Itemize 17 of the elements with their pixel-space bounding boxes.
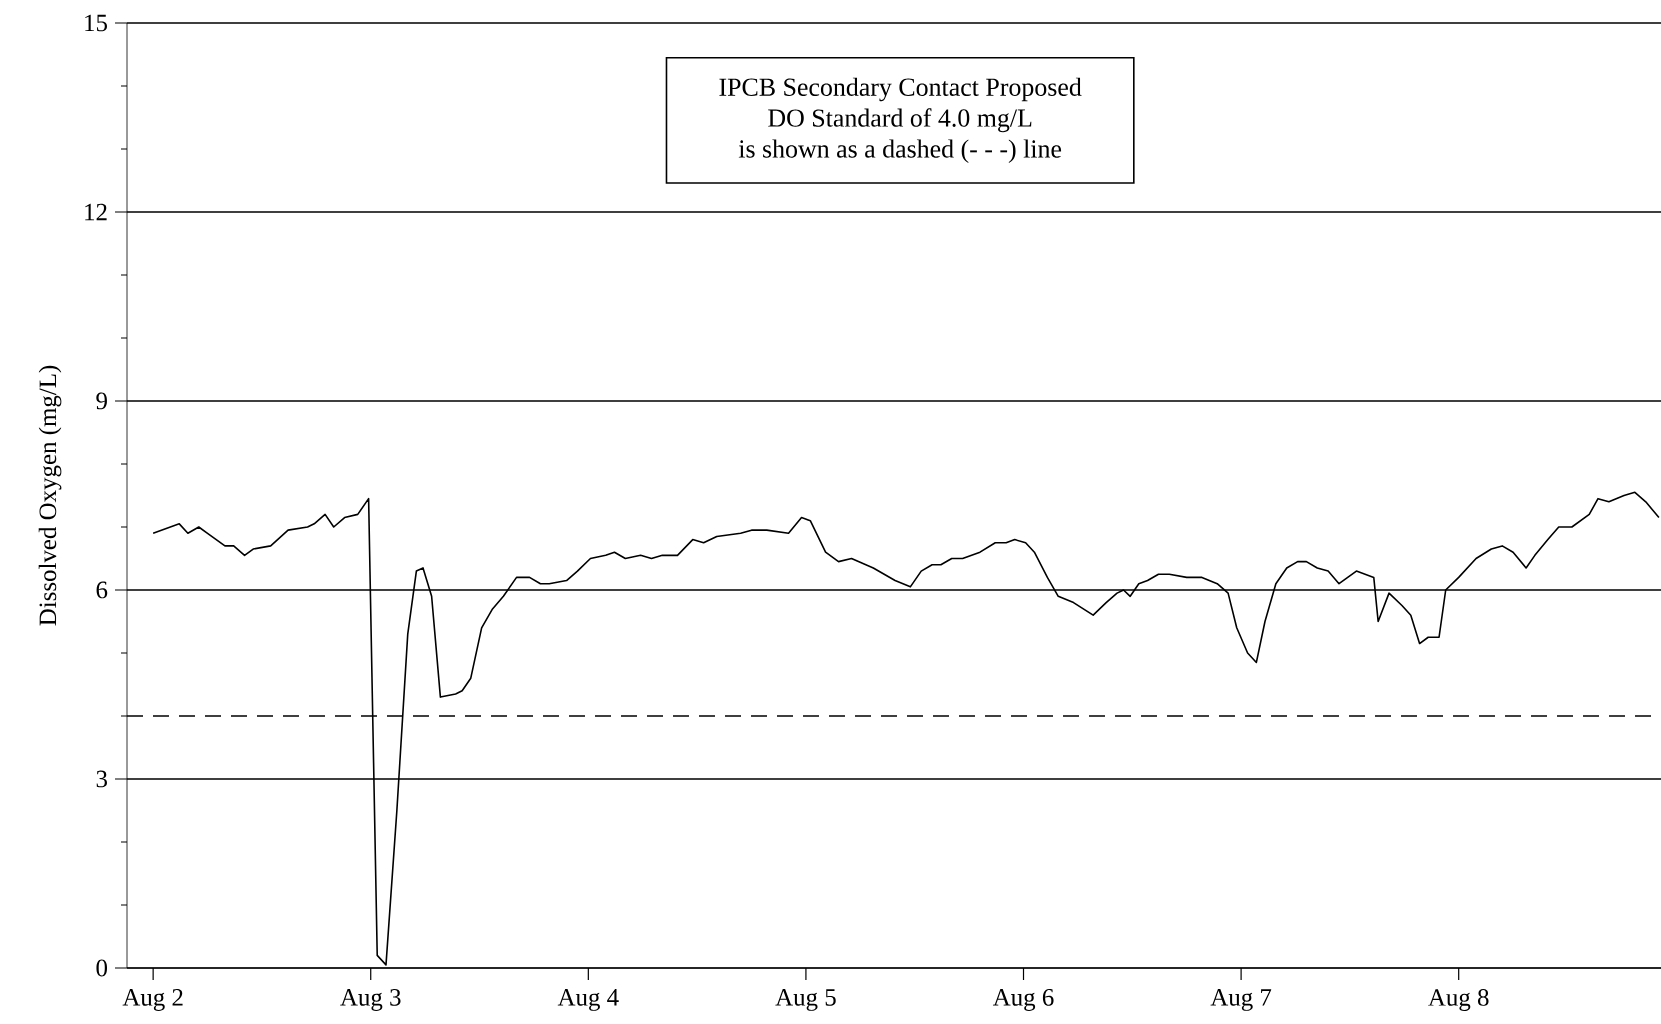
x-tick-label: Aug 5: [775, 989, 836, 1011]
y-tick-label: 6: [96, 581, 108, 599]
y-axis-title: Dissolved Oxygen (mg/L): [38, 365, 62, 626]
y-tick-label: 3: [96, 770, 107, 788]
annotation: IPCB Secondary Contact Proposed: [719, 77, 1082, 102]
y-tick-label: 9: [96, 392, 107, 410]
y-tick-label: 15: [85, 14, 107, 32]
annotation: is shown as a dashed (- - -) line: [738, 139, 1062, 163]
x-tick-label: Aug 2: [122, 989, 183, 1011]
annotation: DO Standard of 4.0 mg/L: [768, 108, 1032, 133]
x-tick-label: Aug 3: [340, 989, 401, 1011]
x-tick-label: Aug 4: [557, 989, 619, 1011]
x-tick-label: Aug 8: [1428, 989, 1489, 1011]
x-tick-label: Aug 7: [1210, 989, 1272, 1011]
x-tick-label: Aug 6: [992, 989, 1054, 1011]
y-tick-label: 12: [85, 203, 107, 221]
y-tick-label: 0: [96, 959, 108, 977]
